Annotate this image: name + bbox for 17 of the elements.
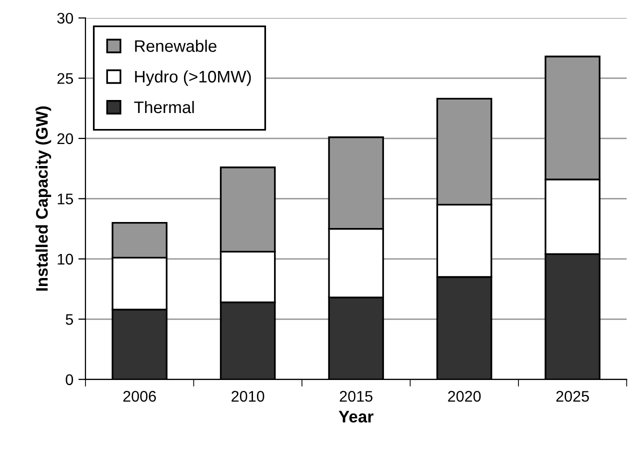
legend-label: Hydro (>10MW) bbox=[135, 70, 251, 86]
legend-label: Thermal bbox=[134, 100, 194, 114]
x-tick-label: 2006 bbox=[123, 390, 156, 402]
y-tick-label: 25 bbox=[57, 73, 74, 84]
legend-label: Renewable bbox=[135, 40, 216, 52]
x-tick-label: 2010 bbox=[232, 390, 264, 402]
x-axis-title: Year bbox=[338, 410, 374, 423]
y-tick-label: 15 bbox=[58, 194, 74, 204]
y-tick-label: 30 bbox=[57, 12, 74, 24]
y-tick-label: 0 bbox=[66, 374, 74, 386]
x-tick-label: 2025 bbox=[556, 390, 589, 402]
y-axis-title: Installed Capacity (GW) bbox=[36, 106, 52, 291]
y-tick-label: 5 bbox=[66, 314, 74, 325]
x-tick-label: 2020 bbox=[448, 390, 481, 402]
x-tick-label: 2015 bbox=[340, 390, 372, 402]
y-tick-label: 10 bbox=[58, 254, 74, 265]
y-tick-label: 20 bbox=[57, 133, 74, 144]
